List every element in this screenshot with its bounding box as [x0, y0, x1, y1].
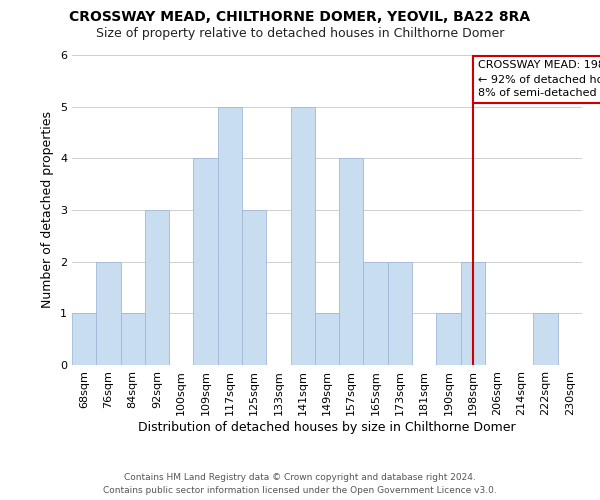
Bar [72, 314, 96, 365]
Y-axis label: Number of detached properties: Number of detached properties [41, 112, 55, 308]
Bar [436, 314, 461, 365]
Bar [242, 210, 266, 365]
Bar [193, 158, 218, 365]
X-axis label: Distribution of detached houses by size in Chilthorne Domer: Distribution of detached houses by size … [138, 420, 516, 434]
Bar [218, 106, 242, 365]
Bar [339, 158, 364, 365]
Bar [290, 106, 315, 365]
Text: CROSSWAY MEAD, CHILTHORNE DOMER, YEOVIL, BA22 8RA: CROSSWAY MEAD, CHILTHORNE DOMER, YEOVIL,… [70, 10, 530, 24]
Bar [145, 210, 169, 365]
Text: Contains HM Land Registry data © Crown copyright and database right 2024.
Contai: Contains HM Land Registry data © Crown c… [103, 474, 497, 495]
Bar [121, 314, 145, 365]
Bar [364, 262, 388, 365]
Bar [315, 314, 339, 365]
Bar [96, 262, 121, 365]
Bar [388, 262, 412, 365]
Bar [533, 314, 558, 365]
Text: CROSSWAY MEAD: 198sqm
← 92% of detached houses are smaller (33)
8% of semi-detac: CROSSWAY MEAD: 198sqm ← 92% of detached … [478, 60, 600, 98]
Bar [461, 262, 485, 365]
Text: Size of property relative to detached houses in Chilthorne Domer: Size of property relative to detached ho… [96, 28, 504, 40]
